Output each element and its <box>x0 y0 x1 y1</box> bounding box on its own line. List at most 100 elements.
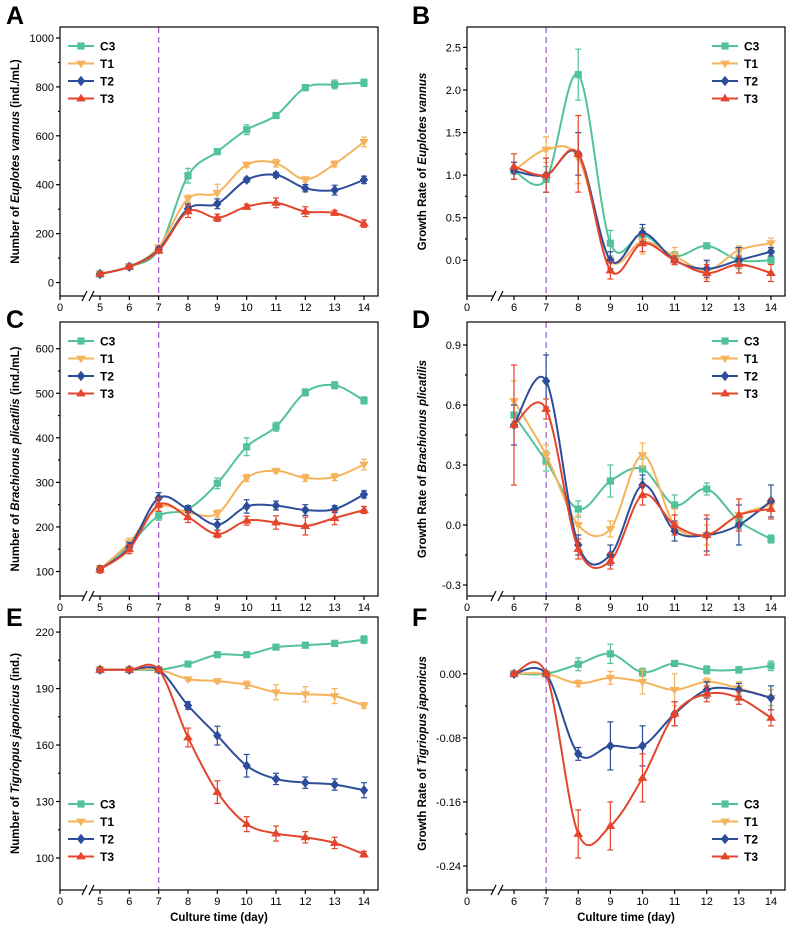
data-point-t1 <box>541 146 551 155</box>
data-point-t3 <box>734 510 744 518</box>
x-tick-label: 14 <box>765 302 777 314</box>
data-point-t3 <box>605 265 616 274</box>
x-tick-label: 12 <box>299 896 311 908</box>
data-point-c3 <box>360 396 368 405</box>
data-point-t3 <box>541 170 551 179</box>
x-tick-label-origin: 0 <box>57 302 63 314</box>
data-point-c3 <box>574 660 582 668</box>
data-point-t3 <box>95 564 105 573</box>
legend-label: T2 <box>744 833 758 847</box>
data-point-t3 <box>241 515 252 524</box>
data-point-c3 <box>638 465 647 473</box>
series-line-c3 <box>99 81 365 275</box>
data-point-t3 <box>509 161 519 170</box>
data-point-t3 <box>300 832 311 841</box>
x-tick-label: 14 <box>358 602 370 614</box>
data-point-t3 <box>766 268 776 276</box>
data-point-t3 <box>509 669 519 677</box>
data-point-c3 <box>360 635 368 644</box>
legend-marker-triangle-down <box>76 818 86 827</box>
y-tick-label: 2.5 <box>446 42 461 54</box>
data-point-c3 <box>606 239 614 247</box>
data-point-t1 <box>212 678 223 686</box>
axis-break <box>81 290 95 302</box>
data-point-c3 <box>243 443 251 451</box>
panel-label: A <box>6 2 24 30</box>
series-c3 <box>510 404 775 544</box>
data-point-t3 <box>183 732 193 741</box>
y-tick-label: 500 <box>36 388 54 400</box>
data-point-t1 <box>241 475 252 483</box>
legend-item-t3: T3 <box>712 92 758 106</box>
series-line-t2 <box>99 173 365 275</box>
x-tick-label: 9 <box>607 896 613 908</box>
legend-marker-square <box>721 42 729 50</box>
x-tick-label: 5 <box>97 302 103 314</box>
data-point-c3 <box>671 501 679 509</box>
legend-label: T3 <box>100 387 114 401</box>
series-line-t3 <box>99 663 365 856</box>
series-t3 <box>95 663 369 858</box>
x-tick-label: 10 <box>636 602 648 614</box>
data-point-c3 <box>703 242 711 250</box>
legend-item-c3: C3 <box>712 798 760 812</box>
data-point-t3 <box>359 218 369 227</box>
data-point-c3 <box>243 126 251 134</box>
data-point-t3 <box>329 838 340 846</box>
x-tick-label: 14 <box>358 896 370 908</box>
x-tick-label: 10 <box>241 302 253 314</box>
data-point-c3 <box>767 662 775 670</box>
panel-label: F <box>412 604 427 632</box>
data-point-t2 <box>271 500 281 511</box>
legend-label: T1 <box>100 57 114 71</box>
legend-item-c3: C3 <box>68 335 116 349</box>
data-point-c3 <box>184 172 192 180</box>
x-tick-label: 8 <box>575 896 581 908</box>
data-point-t2 <box>766 692 776 704</box>
x-tick-label: 9 <box>607 602 613 614</box>
y-axis-title-species: Tigriopus japonicus <box>10 684 22 793</box>
axis-break-gap <box>84 294 92 298</box>
data-point-t1 <box>271 467 281 476</box>
x-tick-label: 8 <box>575 302 581 314</box>
series-line-c3 <box>99 383 365 571</box>
data-point-t3 <box>329 513 340 521</box>
data-point-t3 <box>183 512 193 521</box>
x-tick-label: 14 <box>765 896 777 908</box>
y-tick-label: -0.16 <box>436 797 461 809</box>
legend-marker-diamond <box>720 370 730 382</box>
data-point-c3 <box>213 651 221 659</box>
legend-marker-diamond <box>76 833 86 845</box>
data-point-t1 <box>573 680 584 689</box>
y-axis-title-part: Growth Rate of <box>417 165 429 251</box>
data-point-t3 <box>637 773 648 781</box>
x-tick-label: 12 <box>701 302 713 314</box>
data-point-t3 <box>701 268 712 276</box>
data-point-t3 <box>271 198 281 206</box>
data-point-t1 <box>329 474 340 482</box>
axis-break <box>81 590 95 602</box>
data-point-t2 <box>766 246 776 257</box>
data-point-t2 <box>574 748 583 760</box>
axis-break-slash <box>497 290 504 302</box>
data-point-c3 <box>574 71 582 79</box>
data-point-c3 <box>301 388 309 396</box>
plot-frame <box>59 616 379 891</box>
legend-item-t2: T2 <box>68 75 114 89</box>
legend-label: T3 <box>744 850 758 864</box>
x-tick-label: 10 <box>241 602 253 614</box>
panel-f: F Growth Rate of Tigriopus japonicus -0.24… <box>412 604 786 924</box>
axis-break-slash <box>490 590 497 602</box>
data-point-t3 <box>212 212 223 221</box>
x-tick-label-origin: 0 <box>464 602 470 614</box>
x-tick-label: 5 <box>97 896 103 908</box>
legend-item-t2: T2 <box>712 833 758 847</box>
y-tick-label: 400 <box>36 180 54 192</box>
y-tick-label: 100 <box>36 853 54 865</box>
x-tick-label: 12 <box>701 602 713 614</box>
legend-marker-square <box>77 42 85 50</box>
panel-label: B <box>412 2 430 30</box>
data-point-c3 <box>272 111 280 120</box>
x-tick-label: 8 <box>185 602 191 614</box>
